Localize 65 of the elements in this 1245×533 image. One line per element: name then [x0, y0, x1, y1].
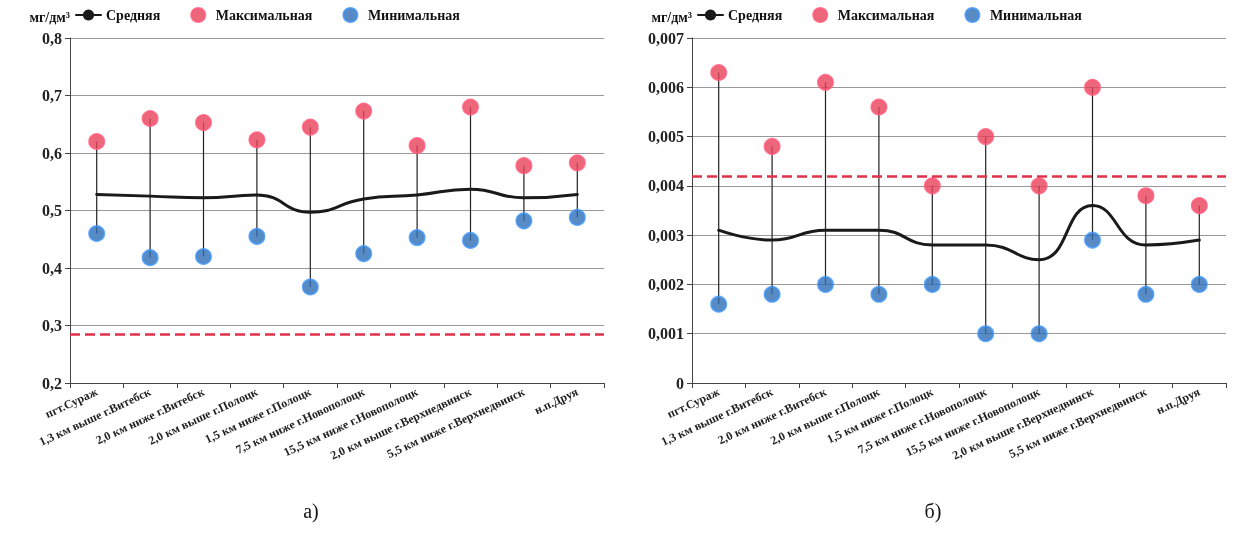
legend-label: Средняя: [106, 7, 161, 23]
point: [301, 278, 319, 296]
point: [1030, 325, 1048, 343]
point: [462, 98, 479, 116]
point: [1137, 285, 1155, 303]
y-tick-label: 0,004: [648, 177, 684, 195]
point: [355, 102, 373, 120]
point: [568, 208, 586, 226]
point: [515, 212, 533, 230]
point: [710, 64, 728, 81]
point: [141, 249, 159, 267]
y-tick-label: 0,4: [42, 259, 62, 277]
point: [195, 248, 212, 265]
y-tick-label: 0,5: [42, 202, 62, 219]
text: б): [924, 500, 942, 523]
y-tick-label: 0,7: [42, 87, 62, 104]
y-axis-title: мг/дм³: [29, 9, 70, 25]
y-tick-label: 0,001: [648, 325, 684, 343]
point: [88, 133, 106, 150]
y-tick-label: 0,003: [648, 226, 684, 244]
point: [870, 285, 888, 303]
point: [462, 231, 479, 249]
y-tick-label: 0: [676, 374, 684, 392]
point: [817, 275, 834, 293]
point: [870, 98, 888, 116]
y-tick-label: 0,6: [42, 144, 62, 162]
legend-label: Средняя: [728, 7, 783, 23]
point: [817, 73, 834, 91]
y-tick-label: 0,005: [648, 128, 684, 146]
y-tick-label: 0,2: [42, 374, 62, 392]
point: [355, 245, 373, 263]
point: [248, 227, 266, 245]
y-tick-label: 0,006: [648, 78, 684, 96]
legend-label: Максимальная: [837, 7, 935, 23]
y-tick-label: 0,3: [42, 317, 62, 334]
point: [1084, 231, 1101, 249]
text: а): [303, 500, 319, 523]
legend-label: Минимальная: [367, 7, 461, 23]
point: [1084, 78, 1101, 96]
point: [141, 110, 159, 127]
legend-label: Минимальная: [989, 7, 1083, 23]
point: [977, 128, 995, 146]
y-axis-title: мг/дм³: [651, 9, 692, 25]
legend-label: Максимальная: [215, 7, 313, 23]
point: [195, 114, 212, 132]
point: [1030, 177, 1048, 195]
point: [1137, 187, 1155, 205]
point: [763, 285, 781, 303]
point: [248, 131, 266, 149]
point: [1190, 197, 1208, 215]
point: [710, 295, 728, 313]
point: [923, 177, 941, 195]
point: [88, 225, 106, 242]
point: [408, 229, 426, 247]
point: [301, 118, 319, 136]
point: [923, 275, 941, 293]
point: [1190, 275, 1208, 293]
point: [763, 137, 781, 155]
point: [977, 325, 995, 343]
y-tick-label: 0,002: [648, 275, 684, 293]
point: [408, 137, 426, 155]
y-tick-label: 0,8: [42, 29, 62, 47]
point: [515, 157, 533, 175]
point: [568, 154, 586, 172]
y-tick-label: 0,007: [648, 29, 684, 47]
